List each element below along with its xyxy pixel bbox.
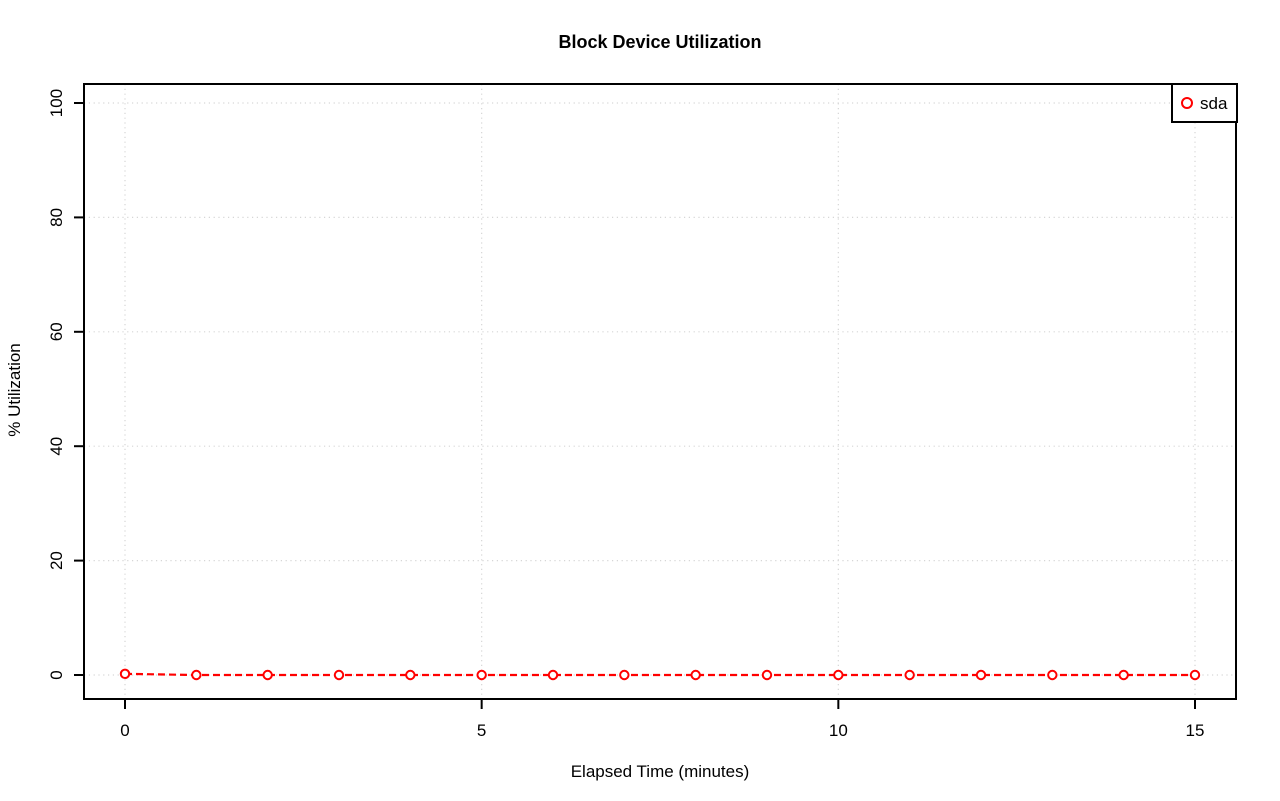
data-point-sda <box>1118 669 1129 681</box>
data-point-sda <box>333 669 345 681</box>
y-tick-label: 20 <box>47 551 66 570</box>
data-point-sda <box>904 669 915 681</box>
data-point-sda <box>547 669 559 681</box>
legend-label: sda <box>1200 93 1228 113</box>
data-point-sda <box>476 669 487 681</box>
data-point-sda <box>761 669 773 681</box>
y-tick-label: 100 <box>47 89 66 117</box>
data-point-sda <box>690 669 701 681</box>
chart-title: Block Device Utilization <box>558 32 762 52</box>
data-line-sda <box>124 672 1195 677</box>
data-point-sda <box>975 669 987 681</box>
x-tick-label: 5 <box>477 721 486 740</box>
y-axis-title: % Utilization <box>5 343 24 437</box>
y-tick-label: 40 <box>47 437 66 456</box>
data-point-sda <box>405 669 416 681</box>
data-point-sda <box>1189 669 1201 681</box>
plot-border <box>83 83 1237 700</box>
x-tick-label: 10 <box>829 721 848 740</box>
data-point-sda <box>1047 669 1058 681</box>
data-point-sda <box>262 669 273 681</box>
x-axis-title: Elapsed Time (minutes) <box>570 762 750 781</box>
x-tick-label: 15 <box>1186 721 1205 740</box>
data-point-sda <box>833 669 844 681</box>
y-tick-label: 80 <box>47 208 66 227</box>
data-point-sda <box>191 669 202 681</box>
legend-open-circle-icon <box>1181 97 1193 109</box>
data-point-sda <box>619 669 630 681</box>
y-tick-label: 60 <box>47 322 66 341</box>
data-point-sda <box>119 668 131 680</box>
legend: sda <box>1171 83 1238 123</box>
y-tick-label: 0 <box>47 670 66 679</box>
x-tick-label: 0 <box>120 721 129 740</box>
